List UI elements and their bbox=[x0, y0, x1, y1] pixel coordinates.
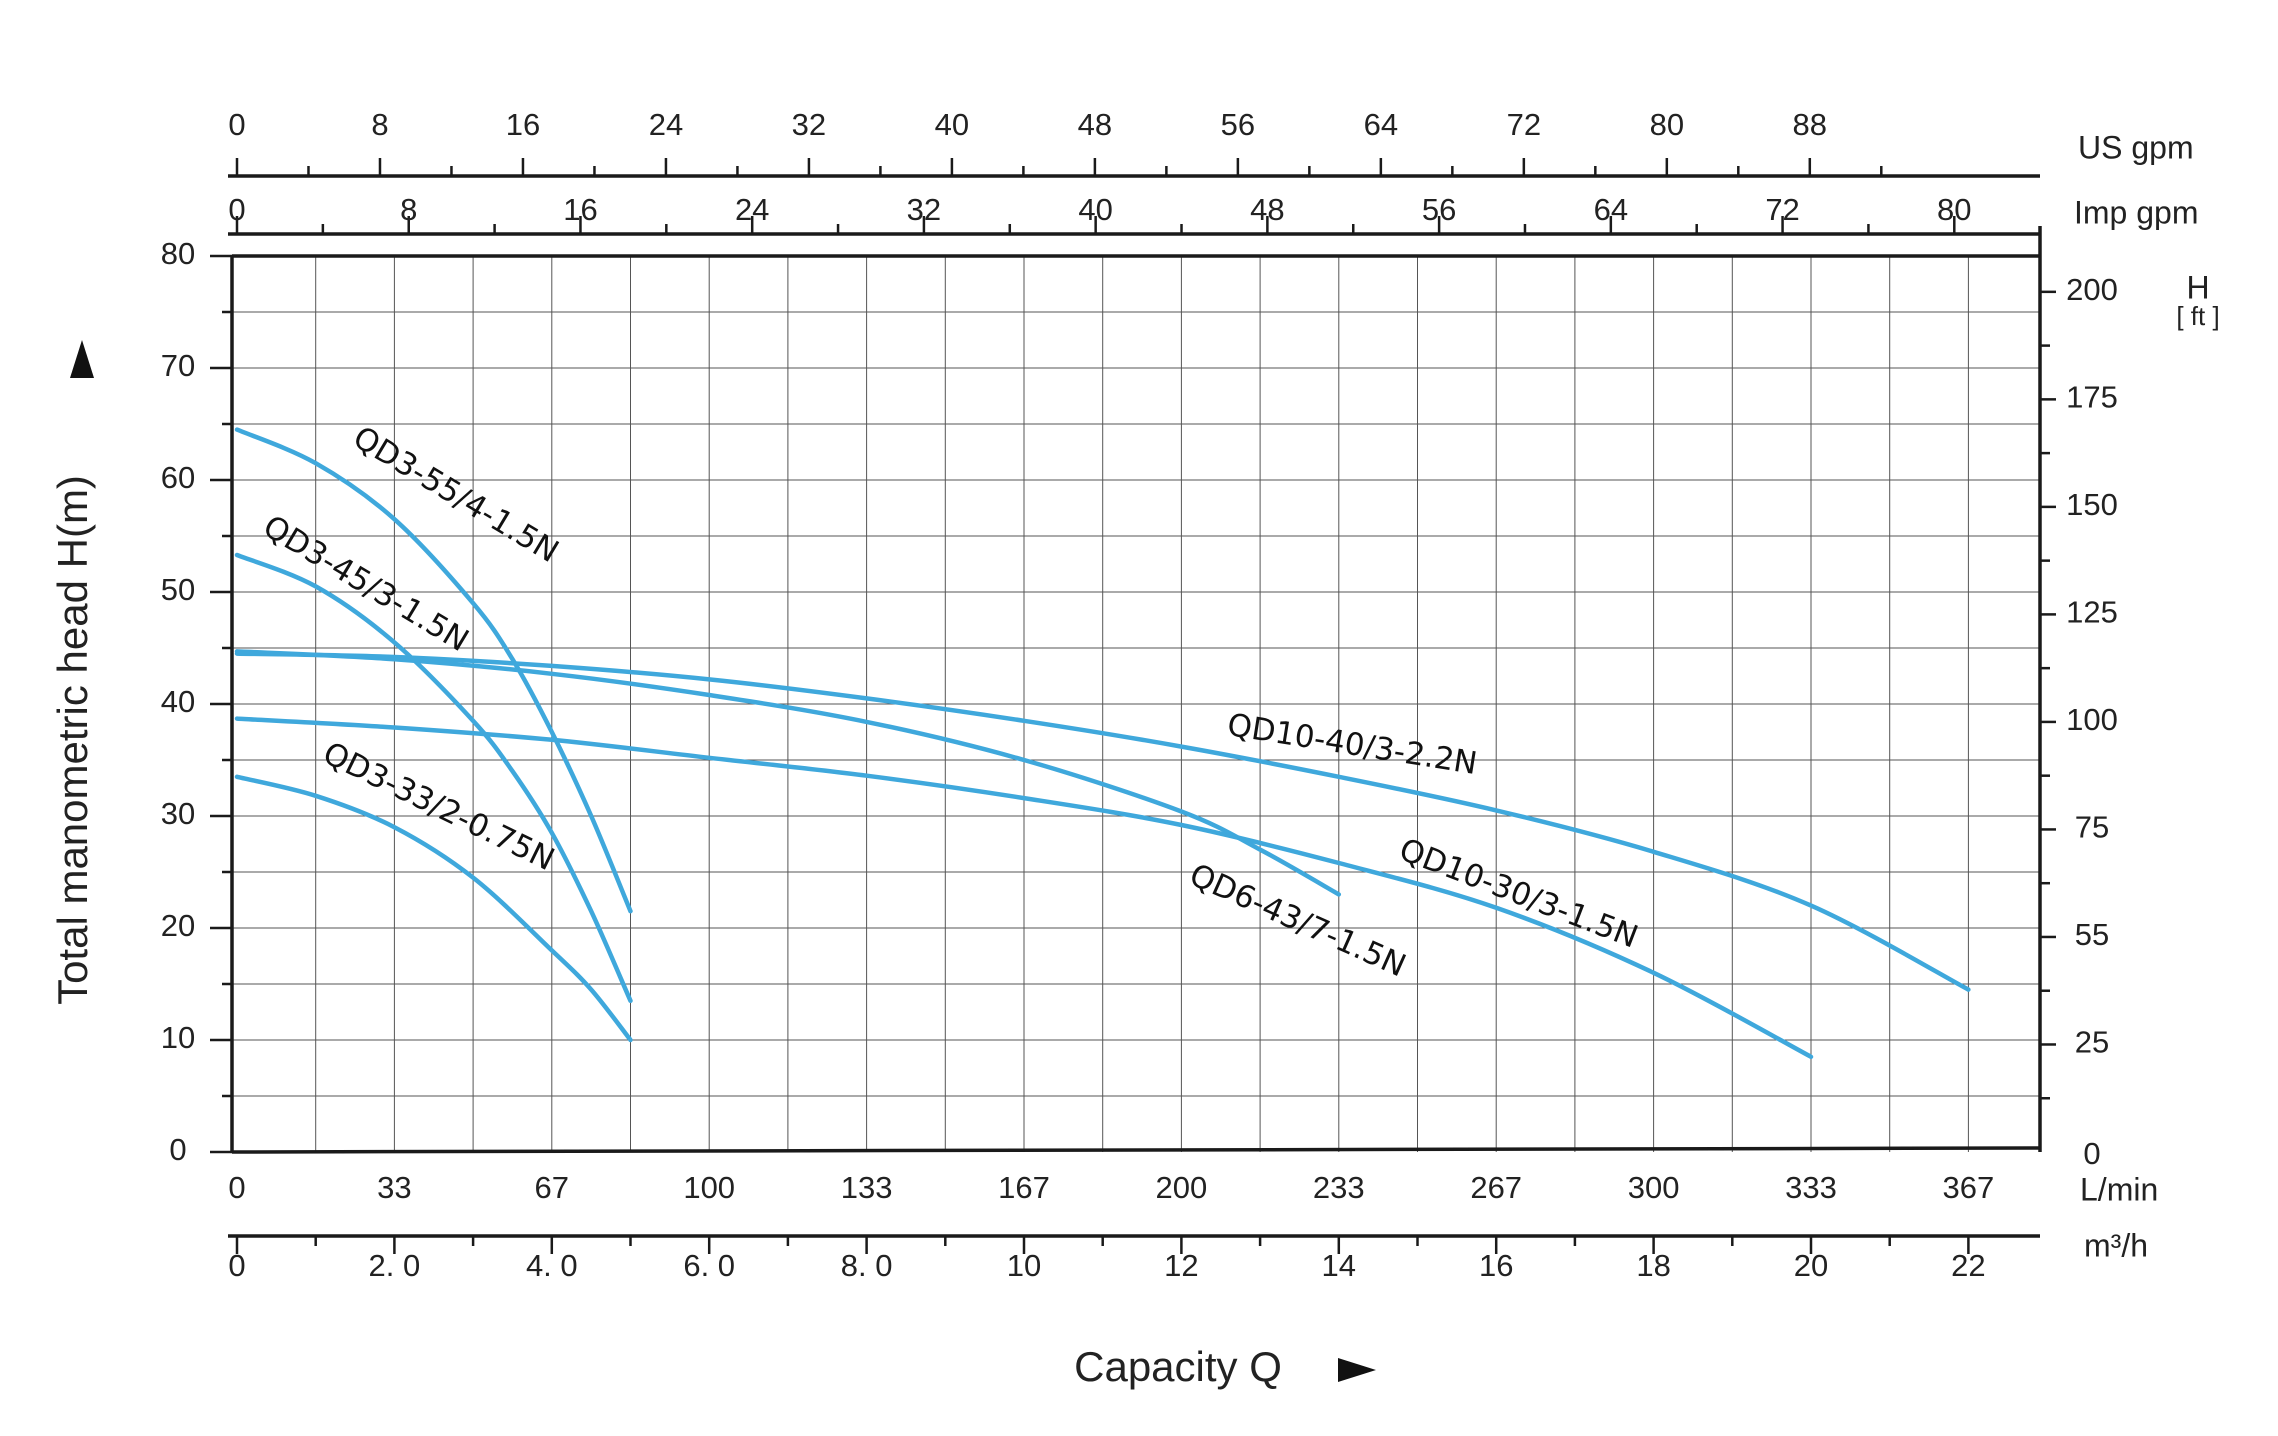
right-tick-label: 0 bbox=[2083, 1136, 2100, 1171]
right-axis-unit: H bbox=[2186, 269, 2209, 305]
lmin-tick-label: 0 bbox=[228, 1170, 245, 1205]
imp-gpm-tick-label: 8 bbox=[400, 192, 417, 227]
imp-gpm-tick-label: 48 bbox=[1250, 192, 1284, 227]
lmin-tick-label: 200 bbox=[1156, 1170, 1208, 1205]
x-axis-title: Capacity Q bbox=[1074, 1343, 1282, 1390]
imp-gpm-tick-label: 56 bbox=[1422, 192, 1456, 227]
lmin-tick-label: 133 bbox=[841, 1170, 893, 1205]
m3h-tick-label: 6. 0 bbox=[683, 1248, 735, 1283]
lmin-tick-label: 333 bbox=[1785, 1170, 1837, 1205]
y-tick-label: 60 bbox=[161, 460, 195, 495]
us-gpm-tick-label: 16 bbox=[506, 107, 540, 142]
us-gpm-tick-label: 24 bbox=[649, 107, 683, 142]
m3h-tick-label: 16 bbox=[1479, 1248, 1513, 1283]
m3h-unit: m³/h bbox=[2084, 1227, 2148, 1263]
lmin-tick-label: 33 bbox=[377, 1170, 411, 1205]
curve-label-qd3-45-3-1-5n: QD3-45/3-1.5N bbox=[257, 508, 475, 659]
lmin-tick-label: 267 bbox=[1470, 1170, 1522, 1205]
lmin-tick-label: 167 bbox=[998, 1170, 1050, 1205]
y-tick-label: 20 bbox=[161, 908, 195, 943]
right-axis-unit-sub: [ ft ] bbox=[2176, 301, 2219, 331]
us-gpm-tick-label: 8 bbox=[371, 107, 388, 142]
curve-qd3-33-2-0-75n bbox=[234, 774, 633, 1043]
curve-qd6-43-7-1-5n bbox=[234, 649, 1342, 897]
curve-label-qd3-33-2-0-75n: QD3-33/2-0.75N bbox=[317, 735, 559, 878]
labels: Total manometric head H(m) Capacity Q H … bbox=[49, 107, 2220, 1390]
curve-qd3-45-3-1-5n bbox=[234, 552, 633, 1004]
m3h-tick-label: 4. 0 bbox=[526, 1248, 578, 1283]
curve-label-qd10-40-3-2-2n: QD10-40/3-2.2N bbox=[1225, 707, 1480, 782]
bottom-axis-line bbox=[231, 1146, 2041, 1154]
x-axis-arrow-icon bbox=[1338, 1358, 1376, 1382]
curve-qd10-30-3-1-5n bbox=[234, 716, 1814, 1060]
curve-qd10-40-3-2-2n bbox=[234, 651, 1971, 992]
imp-gpm-tick-label: 40 bbox=[1078, 192, 1112, 227]
y-tick-label: 40 bbox=[161, 684, 195, 719]
m3h-tick-label: 0 bbox=[228, 1248, 245, 1283]
right-tick-label: 200 bbox=[2066, 272, 2118, 307]
lmin-tick-label: 300 bbox=[1628, 1170, 1680, 1205]
right-tick-label: 125 bbox=[2066, 595, 2118, 630]
series-curves bbox=[234, 427, 1971, 1060]
m3h-tick-label: 14 bbox=[1322, 1248, 1356, 1283]
right-tick-label: 75 bbox=[2075, 810, 2109, 845]
imp-gpm-tick-label: 80 bbox=[1937, 192, 1971, 227]
imp-gpm-tick-label: 64 bbox=[1594, 192, 1628, 227]
y-tick-label: 30 bbox=[161, 796, 195, 831]
imp-gpm-tick-label: 32 bbox=[907, 192, 941, 227]
y-axis-arrow-icon bbox=[70, 340, 94, 378]
us-gpm-tick-label: 80 bbox=[1650, 107, 1684, 142]
right-tick-label: 100 bbox=[2066, 702, 2118, 737]
us-gpm-tick-label: 32 bbox=[792, 107, 826, 142]
imp-gpm-unit: Imp gpm bbox=[2074, 194, 2198, 230]
us-gpm-tick-label: 64 bbox=[1364, 107, 1398, 142]
grid bbox=[232, 256, 2040, 1152]
y-tick-label: 10 bbox=[161, 1020, 195, 1055]
imp-gpm-tick-label: 0 bbox=[228, 192, 245, 227]
m3h-tick-label: 10 bbox=[1007, 1248, 1041, 1283]
y-tick-label: 70 bbox=[161, 348, 195, 383]
y-tick-label: 80 bbox=[161, 236, 195, 271]
us-gpm-tick-label: 0 bbox=[228, 107, 245, 142]
us-gpm-tick-label: 48 bbox=[1078, 107, 1112, 142]
m3h-tick-label: 12 bbox=[1164, 1248, 1198, 1283]
lmin-tick-label: 367 bbox=[1943, 1170, 1995, 1205]
imp-gpm-tick-label: 24 bbox=[735, 192, 769, 227]
us-gpm-tick-label: 88 bbox=[1793, 107, 1827, 142]
right-tick-label: 55 bbox=[2075, 917, 2109, 952]
right-tick-label: 25 bbox=[2075, 1025, 2109, 1060]
us-gpm-unit: US gpm bbox=[2078, 129, 2194, 165]
curve-qd3-55-4-1-5n bbox=[234, 427, 633, 914]
m3h-tick-label: 8. 0 bbox=[841, 1248, 893, 1283]
y-tick-label: 0 bbox=[169, 1132, 186, 1167]
m3h-tick-label: 2. 0 bbox=[369, 1248, 421, 1283]
lmin-tick-label: 233 bbox=[1313, 1170, 1365, 1205]
m3h-tick-label: 20 bbox=[1794, 1248, 1828, 1283]
lmin-unit: L/min bbox=[2080, 1171, 2158, 1207]
us-gpm-tick-label: 72 bbox=[1507, 107, 1541, 142]
us-gpm-tick-label: 40 bbox=[935, 107, 969, 142]
curve-label-qd6-43-7-1-5n: QD6-43/7-1.5N bbox=[1184, 857, 1411, 984]
us-gpm-tick-label: 56 bbox=[1221, 107, 1255, 142]
y-tick-label: 50 bbox=[161, 572, 195, 607]
lmin-tick-label: 100 bbox=[683, 1170, 735, 1205]
imp-gpm-tick-label: 72 bbox=[1765, 192, 1799, 227]
m3h-tick-label: 22 bbox=[1951, 1248, 1985, 1283]
curve-label-qd10-30-3-1-5n: QD10-30/3-1.5N bbox=[1394, 832, 1642, 956]
right-tick-label: 150 bbox=[2066, 487, 2118, 522]
curve-label-qd3-55-4-1-5n: QD3-55/4-1.5N bbox=[347, 419, 565, 570]
imp-gpm-tick-label: 16 bbox=[563, 192, 597, 227]
m3h-tick-label: 18 bbox=[1636, 1248, 1670, 1283]
lmin-tick-label: 67 bbox=[535, 1170, 569, 1205]
right-tick-label: 175 bbox=[2066, 380, 2118, 415]
axes bbox=[210, 158, 2056, 1254]
y-axis-title: Total manometric head H(m) bbox=[49, 475, 96, 1005]
